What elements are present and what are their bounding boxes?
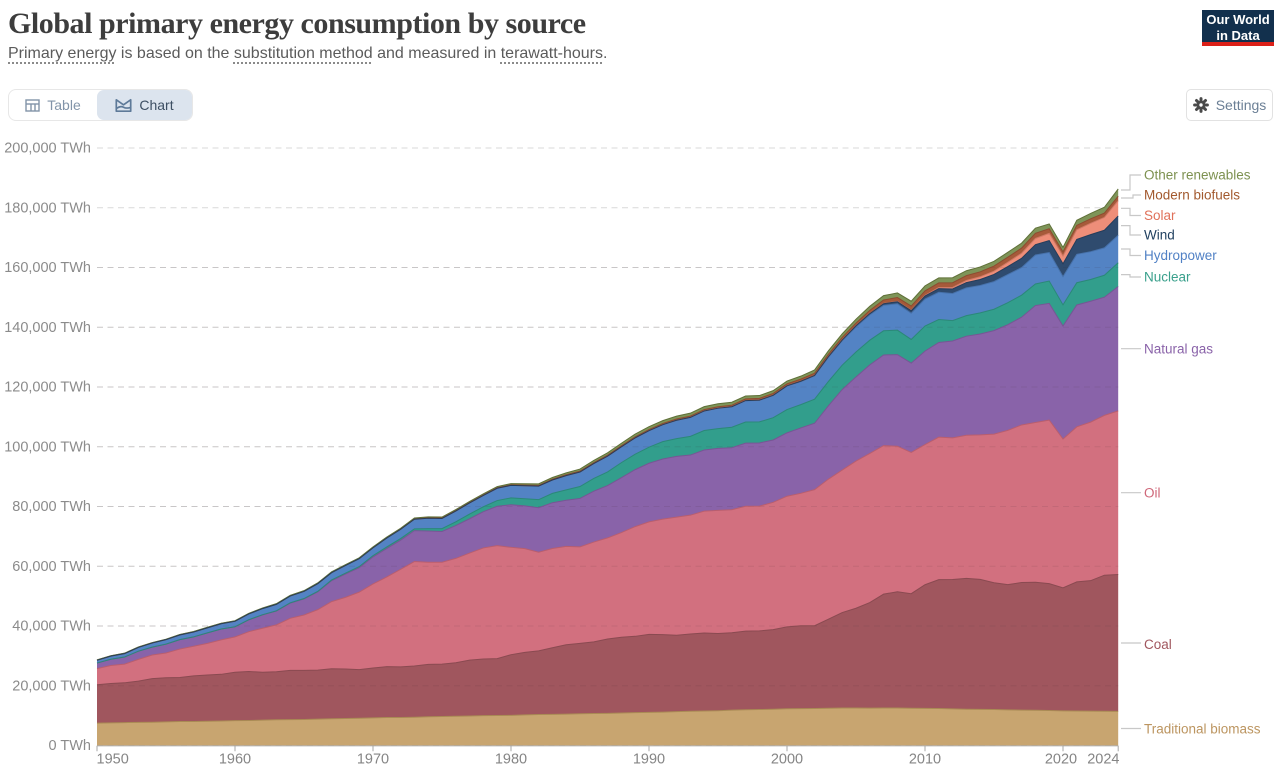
svg-text:40,000 TWh: 40,000 TWh [12, 619, 91, 635]
svg-text:Coal: Coal [1144, 637, 1172, 652]
svg-text:80,000 TWh: 80,000 TWh [12, 499, 91, 515]
svg-text:160,000 TWh: 160,000 TWh [4, 260, 91, 276]
svg-text:Oil: Oil [1144, 486, 1161, 501]
svg-text:Hydropower: Hydropower [1144, 248, 1217, 263]
svg-text:2000: 2000 [771, 752, 803, 768]
svg-text:60,000 TWh: 60,000 TWh [12, 559, 91, 575]
svg-text:1970: 1970 [357, 752, 389, 768]
svg-text:1990: 1990 [633, 752, 665, 768]
svg-text:Traditional biomass: Traditional biomass [1144, 722, 1261, 737]
svg-text:1950: 1950 [97, 752, 129, 768]
svg-text:Nuclear: Nuclear [1144, 270, 1191, 285]
svg-text:100,000 TWh: 100,000 TWh [4, 439, 91, 455]
svg-text:2010: 2010 [909, 752, 941, 768]
svg-text:200,000 TWh: 200,000 TWh [4, 141, 91, 157]
svg-text:0 TWh: 0 TWh [49, 738, 91, 754]
svg-text:180,000 TWh: 180,000 TWh [4, 200, 91, 216]
svg-text:20,000 TWh: 20,000 TWh [12, 678, 91, 694]
svg-text:1960: 1960 [219, 752, 251, 768]
svg-text:Natural gas: Natural gas [1144, 342, 1213, 357]
svg-text:Modern biofuels: Modern biofuels [1144, 188, 1240, 203]
svg-text:Other renewables: Other renewables [1144, 168, 1251, 183]
svg-text:2020: 2020 [1045, 752, 1077, 768]
svg-text:Solar: Solar [1144, 208, 1176, 223]
svg-text:120,000 TWh: 120,000 TWh [4, 380, 91, 396]
svg-text:140,000 TWh: 140,000 TWh [4, 320, 91, 336]
svg-text:1980: 1980 [495, 752, 527, 768]
svg-text:Wind: Wind [1144, 228, 1175, 243]
svg-text:2024: 2024 [1087, 752, 1119, 768]
